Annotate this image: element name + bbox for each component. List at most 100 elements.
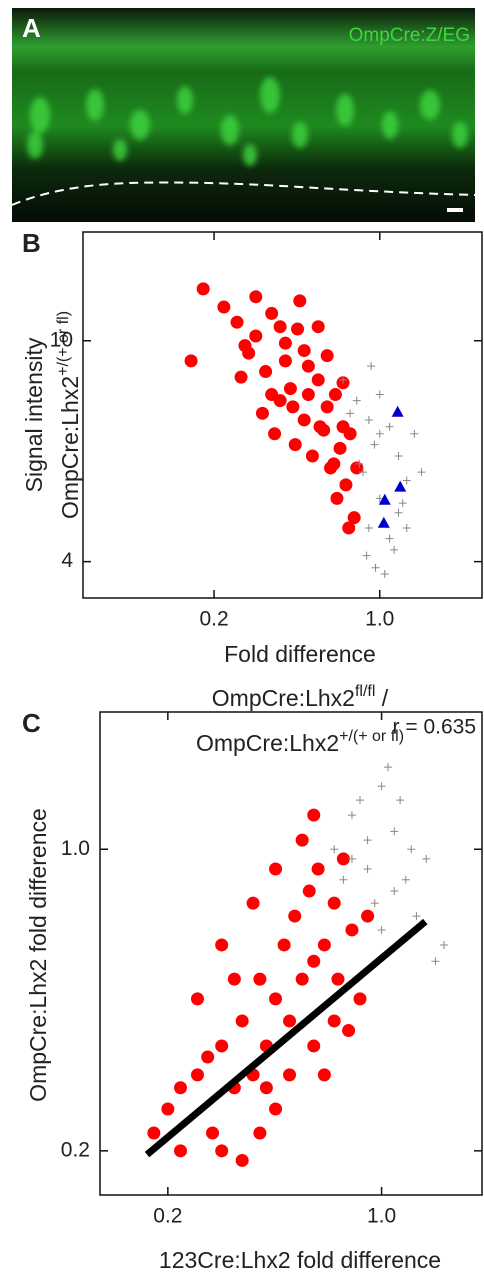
point [249,329,263,343]
point [265,306,279,320]
point [330,845,339,854]
point [402,476,411,485]
annotation: r = 0.635 [393,716,476,739]
point [355,459,364,468]
axis-label: OmpCre:Lhx2fl/fl / [212,683,389,711]
point [249,290,263,304]
x-tick-label: 1.0 [367,1205,396,1228]
point [361,909,375,923]
point [307,1039,321,1053]
point [353,992,367,1006]
point [412,912,421,921]
point [440,940,449,949]
point [265,388,279,402]
point [422,854,431,863]
point [384,763,393,772]
point [288,909,302,923]
axis-label: Signal intensity [21,337,47,492]
point [346,409,355,418]
point [394,508,403,517]
point [375,390,384,399]
y-tick-label: 1.0 [61,837,90,860]
point [307,954,321,968]
point [339,478,353,492]
point [301,359,315,373]
point [259,1081,273,1095]
point [327,1014,341,1028]
point [277,938,291,952]
point [317,1068,331,1082]
point [206,1126,220,1140]
point [407,845,416,854]
point [201,1050,215,1064]
point [273,320,287,334]
point [283,1014,297,1028]
caption: OmpCre:Z/EG [349,25,470,46]
point [311,373,325,387]
point [283,382,297,396]
point [238,339,252,353]
point [345,923,359,937]
point [330,491,344,505]
point [355,796,364,805]
point [380,570,389,579]
point [347,811,356,820]
point [230,315,244,329]
point [359,468,368,477]
axis-label: OmpCre:Lhx2+/(+ or fl) [55,311,83,519]
label-superscript: +/(+ or fl) [339,728,404,745]
point [417,468,426,477]
point [336,852,350,866]
point [255,406,269,420]
point [235,1153,249,1167]
point [173,1081,187,1095]
point [367,362,376,371]
point [305,449,319,463]
boundary-line [11,181,476,206]
point [394,480,407,492]
point [378,493,391,505]
panel-label: B [22,228,41,258]
label-text: OmpCre:Lhx2 [212,685,355,711]
point [327,457,341,471]
regression-line [144,918,428,1158]
x-tick-label: 0.2 [199,608,228,631]
point [295,833,309,847]
point [401,875,410,884]
point [307,808,321,822]
point [311,862,325,876]
point [328,388,342,402]
point [253,1126,267,1140]
panel-label: C [22,708,41,738]
point [215,938,229,952]
point [161,1102,175,1116]
point [347,511,361,525]
x-tick-label: 0.2 [153,1205,182,1228]
point [246,896,260,910]
axis-label: Fold difference [224,641,376,667]
point [385,422,394,431]
point [333,441,347,455]
point [390,887,399,896]
point [339,375,348,384]
point [269,1102,283,1116]
scale-bar [447,208,463,212]
point [342,521,356,535]
point [331,972,345,986]
axis-label: OmpCre:Lhx2+/(+ or fl) [196,728,404,756]
point [311,320,325,334]
point [350,461,364,475]
point [343,427,357,441]
point [217,300,231,314]
point [363,836,372,845]
label-text: OmpCre:Lhx2 [196,730,339,756]
point [268,427,282,441]
point [375,429,384,438]
point [339,875,348,884]
point [215,1039,229,1053]
point [288,438,302,452]
cells [27,77,468,166]
axis-label: 123Cre:Lhx2 fold difference [159,1247,441,1273]
point [342,1024,356,1038]
